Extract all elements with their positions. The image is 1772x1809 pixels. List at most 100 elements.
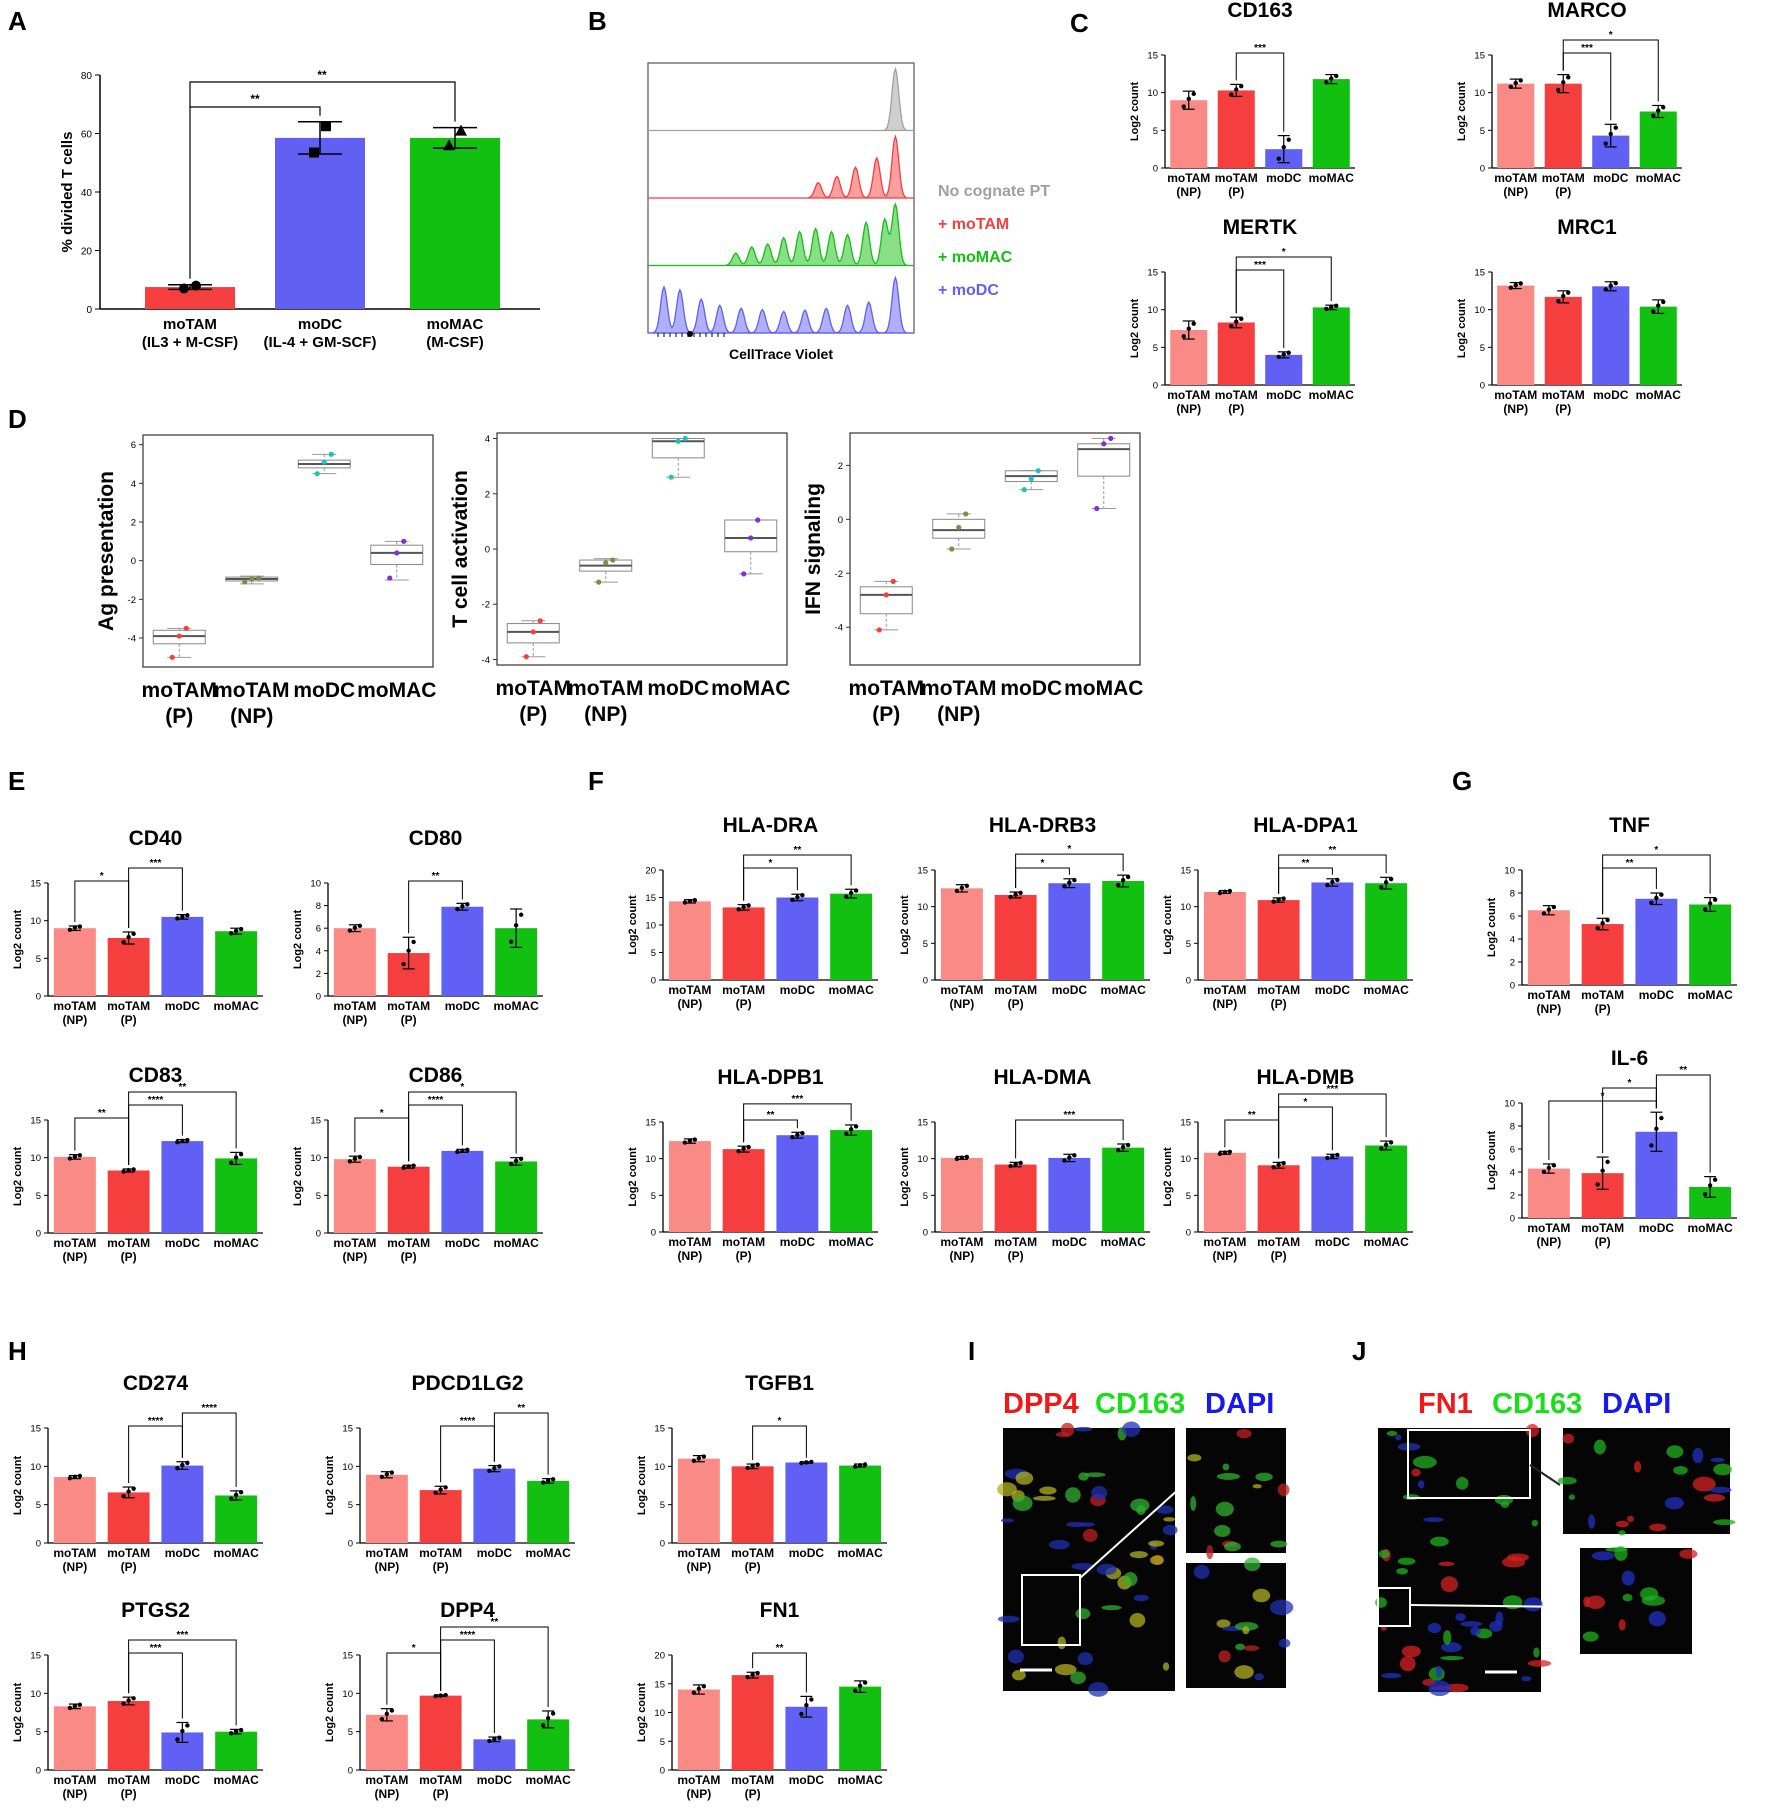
y-tick-label: 60 (81, 130, 93, 141)
y-tick-label: 5 (36, 1727, 41, 1738)
y-tick-label: 10 (1180, 1154, 1191, 1165)
x-tick-label: (NP) (1213, 997, 1238, 1011)
data-point (401, 1165, 406, 1170)
significance-label: * (1041, 858, 1045, 869)
cell-signal (1148, 1540, 1165, 1547)
data-point (1608, 283, 1613, 288)
data-point (1239, 83, 1244, 89)
data-point (1013, 892, 1018, 897)
chart-title: TNF (1609, 814, 1650, 837)
x-tick-label: moTAM (994, 1235, 1037, 1249)
data-point (804, 1702, 809, 1708)
bar (731, 1466, 774, 1543)
significance-label: ** (432, 871, 440, 882)
y-tick-label: 10 (1504, 1099, 1515, 1110)
data-point (1659, 1115, 1664, 1121)
x-tick-label: moDC (445, 1236, 481, 1250)
y-tick-label: 5 (923, 939, 928, 950)
bar (1635, 898, 1678, 985)
cell-signal (1427, 1622, 1442, 1634)
x-tick-label: (NP) (343, 1250, 368, 1264)
x-tick-label: moMAC (213, 1546, 259, 1560)
x-tick-label: (NP) (678, 997, 703, 1011)
cell-signal (1065, 1487, 1081, 1503)
data-point (1013, 1162, 1018, 1167)
y-tick-label: 2 (485, 489, 490, 500)
data-point (487, 1468, 492, 1473)
data-point (1335, 1152, 1340, 1158)
zoom-box (1021, 1574, 1081, 1646)
stain-label: DPP4 (1003, 1388, 1079, 1420)
cell-signal (1278, 1638, 1291, 1648)
y-tick-label: 10 (310, 879, 321, 890)
data-point (126, 1168, 131, 1173)
y-axis-label: Log2 count (12, 1456, 24, 1516)
x-tick-label: moTAM (940, 983, 983, 997)
cell-signal (1568, 1494, 1576, 1500)
data-point (433, 1693, 438, 1699)
cell-signal (1054, 1663, 1077, 1676)
cell-signal (1007, 1649, 1024, 1664)
significance-label: **** (460, 1630, 476, 1641)
data-point (853, 1124, 859, 1129)
cell-signal (1000, 1518, 1014, 1523)
y-tick-label: 0 (660, 1766, 665, 1777)
bar (830, 893, 873, 980)
x-tick-label: (P) (1555, 185, 1571, 199)
x-tick-label: (IL-4 + GM-SCF) (264, 334, 377, 351)
x-tick-label: (NP) (63, 1013, 88, 1027)
x-tick-label: moTAM (722, 1235, 765, 1249)
panel-label-c: C (1070, 8, 1089, 38)
chart-title: CD40 (129, 827, 183, 850)
y-tick-label: 4 (316, 946, 321, 957)
data-point (238, 1490, 244, 1495)
bar (1527, 910, 1570, 985)
y-axis-label: % divided T cells (59, 132, 76, 253)
x-tick-label: moTAM (1581, 988, 1624, 1002)
significance-label: * (1282, 247, 1286, 258)
data-point (438, 1693, 443, 1698)
y-tick-label: 0 (923, 976, 928, 987)
data-point (121, 1169, 126, 1174)
significance-bracket (1602, 854, 1711, 915)
significance-bracket (74, 880, 130, 928)
data-point (691, 1458, 697, 1464)
significance-label: * (1628, 1078, 1632, 1089)
bar (1544, 83, 1582, 168)
y-tick-label: 0 (1510, 1214, 1515, 1225)
cell-signal (1012, 1495, 1033, 1511)
data-point (433, 1490, 438, 1495)
bar (1257, 1165, 1300, 1232)
data-point (530, 629, 536, 635)
data-point (1556, 298, 1561, 304)
data-point (460, 904, 465, 909)
histogram-series (648, 275, 914, 334)
cell-signal (1375, 1597, 1387, 1608)
significance-label: * (778, 1416, 782, 1427)
data-point (228, 1496, 234, 1501)
cell-signal (1648, 1610, 1666, 1627)
plot-frame (849, 432, 1141, 666)
data-point (1605, 917, 1610, 923)
x-tick-label: moMAC (1687, 988, 1733, 1002)
y-tick-label: -2 (128, 595, 136, 606)
data-point (1388, 876, 1394, 882)
y-tick-label: 10 (917, 902, 928, 913)
significance-bracket (181, 1412, 237, 1487)
x-tick-label: (M-CSF) (426, 334, 483, 351)
y-tick-label: 5 (1480, 126, 1485, 137)
data-point (1120, 877, 1126, 883)
data-point (1222, 1150, 1228, 1155)
cell-signal (1531, 1519, 1538, 1527)
data-point (1659, 892, 1664, 897)
data-point (1541, 911, 1547, 916)
panel-label-a: A (8, 6, 27, 36)
y-tick-label: 15 (917, 866, 928, 877)
data-point (175, 1466, 180, 1471)
data-point (795, 1132, 800, 1137)
